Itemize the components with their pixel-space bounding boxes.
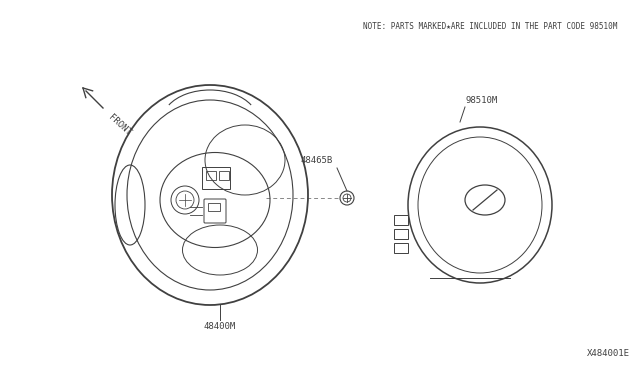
Text: FRONT: FRONT xyxy=(107,113,133,138)
Text: NOTE: PARTS MARKED★ARE INCLUDED IN THE PART CODE 98510M: NOTE: PARTS MARKED★ARE INCLUDED IN THE P… xyxy=(363,22,617,31)
Text: 98510M: 98510M xyxy=(465,96,497,105)
Text: 48400M: 48400M xyxy=(204,322,236,331)
Text: 48465B: 48465B xyxy=(301,156,333,165)
Text: X484001E: X484001E xyxy=(587,349,630,358)
